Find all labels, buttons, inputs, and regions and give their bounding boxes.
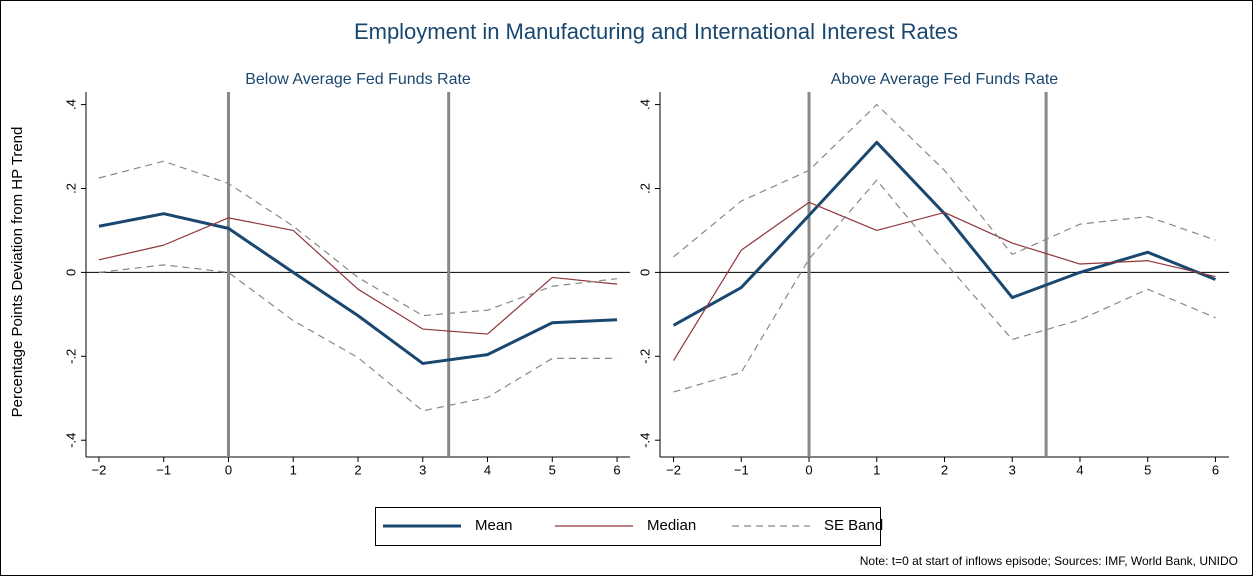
- x-tick-label: −2: [92, 462, 107, 477]
- x-tick-label: 1: [290, 462, 297, 477]
- y-tick-label: .2: [63, 183, 78, 194]
- series-line: [673, 103, 1216, 258]
- y-tick-label: .4: [63, 99, 78, 110]
- series-line: [673, 179, 1216, 393]
- x-tick-label: 0: [805, 462, 812, 477]
- x-tick-label: 2: [354, 462, 361, 477]
- y-tick-label: 0: [63, 269, 78, 276]
- y-tick-label: -.2: [63, 349, 78, 364]
- note: Note: t=0 at start of inflows episode; S…: [860, 554, 1238, 568]
- x-tick-label: 3: [419, 462, 426, 477]
- series-line: [673, 201, 1216, 361]
- series-line: [98, 212, 618, 365]
- x-tick-label: −2: [666, 462, 681, 477]
- legend-label: Median: [647, 517, 696, 534]
- y-axis-label: Percentage Points Deviation from HP Tren…: [9, 127, 26, 418]
- x-tick-label: −1: [734, 462, 749, 477]
- x-tick-label: 3: [1009, 462, 1016, 477]
- y-tick-label: -.4: [63, 433, 78, 448]
- x-tick-label: 1: [873, 462, 880, 477]
- legend-label: Mean: [475, 517, 513, 534]
- panel-title: Below Average Fed Funds Rate: [245, 71, 471, 88]
- x-tick-label: 6: [1212, 462, 1219, 477]
- x-tick-label: 4: [1076, 462, 1083, 477]
- y-tick-label: .2: [637, 183, 652, 194]
- chart-title: Employment in Manufacturing and Internat…: [354, 19, 958, 44]
- x-tick-label: 4: [484, 462, 491, 477]
- series-line: [98, 264, 618, 412]
- series-line: [98, 160, 618, 317]
- x-tick-label: 5: [549, 462, 556, 477]
- y-tick-label: 0: [637, 269, 652, 276]
- x-tick-label: 2: [941, 462, 948, 477]
- x-tick-label: 5: [1144, 462, 1151, 477]
- y-tick-label: -.4: [637, 433, 652, 448]
- series-line: [98, 217, 618, 335]
- legend-label: SE Band: [824, 517, 883, 534]
- x-tick-label: −1: [156, 462, 171, 477]
- y-tick-label: .4: [637, 99, 652, 110]
- series-line: [672, 140, 1217, 327]
- y-tick-label: -.2: [637, 349, 652, 364]
- panel-title: Above Average Fed Funds Rate: [831, 71, 1059, 88]
- x-tick-label: 6: [613, 462, 620, 477]
- x-tick-label: 0: [225, 462, 232, 477]
